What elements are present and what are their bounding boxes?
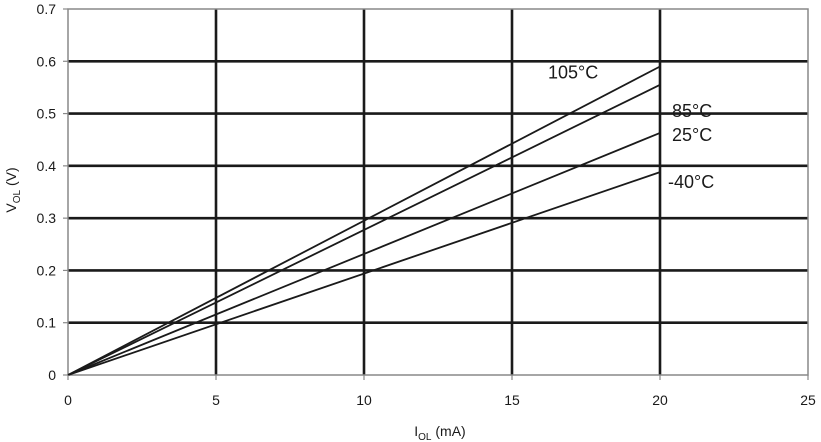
y-axis-title-main: V xyxy=(3,203,19,213)
y-axis-title-subscript: OL xyxy=(12,190,23,204)
y-axis-title-unit: (V) xyxy=(3,167,19,190)
x-axis-title: IOL (mA) xyxy=(414,423,465,442)
x-axis-title-main: I xyxy=(414,423,418,439)
series-label: -40°C xyxy=(668,172,714,192)
y-tick-label: 0.1 xyxy=(37,315,57,331)
series-label: 85°C xyxy=(672,101,712,121)
x-tick-label: 20 xyxy=(652,392,668,408)
y-axis-title: VOL (V) xyxy=(3,167,23,212)
x-axis-ticks: 0 5 10 15 20 25 xyxy=(64,375,816,408)
y-axis-ticks: 0 0.1 0.2 0.3 0.4 0.5 0.6 0.7 xyxy=(37,1,68,383)
x-tick-label: 15 xyxy=(504,392,520,408)
y-tick-label: 0 xyxy=(48,367,56,383)
x-axis-title-subscript: OL xyxy=(418,432,432,442)
x-tick-label: 25 xyxy=(800,392,816,408)
y-tick-label: 0.5 xyxy=(37,106,57,122)
x-tick-label: 5 xyxy=(212,392,220,408)
y-tick-label: 0.3 xyxy=(37,210,57,226)
series-labels: 105°C 85°C 25°C -40°C xyxy=(548,63,714,193)
y-tick-label: 0.6 xyxy=(37,53,57,69)
x-tick-label: 10 xyxy=(356,392,372,408)
x-tick-label: 0 xyxy=(64,392,72,408)
plot-frame xyxy=(67,8,809,376)
y-tick-label: 0.7 xyxy=(37,1,57,17)
y-tick-label: 0.4 xyxy=(37,158,57,174)
series-line xyxy=(67,132,661,376)
series-lines xyxy=(67,65,661,376)
series-line xyxy=(67,171,661,376)
series-line xyxy=(67,84,661,376)
series-label: 25°C xyxy=(672,125,712,145)
series-label: 105°C xyxy=(548,63,598,83)
grid-lines xyxy=(68,9,808,375)
series-line xyxy=(67,65,661,376)
x-axis-title-unit: (mA) xyxy=(432,423,466,439)
y-tick-label: 0.2 xyxy=(37,262,57,278)
